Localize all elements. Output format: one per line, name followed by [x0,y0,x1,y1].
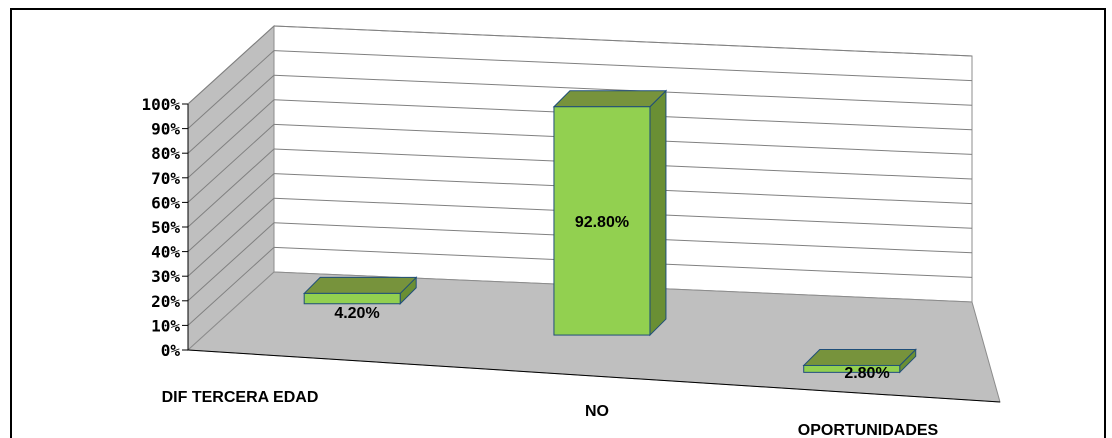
chart-svg: 0% 10% 20% 30% 40% 50% 60% 70% 80% 90% 100% 4.20% 9… [141,24,1001,436]
bar-top [552,90,668,108]
y-tick-label: 30% [151,267,180,286]
data-label: 4.20% [334,305,379,322]
bars: 4.20% 92.80% 2.80% [302,89,917,382]
y-tick-label: 60% [151,193,180,212]
y-tick-label: 20% [151,292,180,311]
y-axis-ticks: 0% 10% 20% 30% 40% 50% 60% 70% 80% 90% 100% [141,95,1001,403]
y-tick-label: 90% [151,120,180,139]
bar-front [803,364,901,373]
y-tick-label: 80% [151,144,180,163]
x-axis-categories: DIF TERCERA EDAD NO OPORTUNIDADES [162,389,939,436]
x-category-label: OPORTUNIDADES [798,422,939,436]
x-category-label: DIF TERCERA EDAD [162,389,319,406]
y-tick-label: 0% [161,341,181,360]
chart-walls [186,24,1001,403]
gridline-side [187,247,275,326]
bar-front [553,106,651,336]
data-label: 2.80% [844,365,889,382]
bar-front [303,292,401,305]
gridline-side [187,173,275,252]
gridline [273,74,973,106]
y-tick-label: 70% [151,169,180,188]
bar [302,276,418,305]
bar-top [802,348,917,366]
gridline-side [187,99,275,179]
y-tick-label: 10% [151,316,180,335]
gridline [273,25,973,57]
gridline [273,50,973,82]
x-category-label: NO [585,403,609,420]
bar-side [649,89,667,337]
y-tick-label: 100% [141,95,180,114]
gridline-side [187,50,275,129]
gridline-side [187,222,275,302]
bar-top [302,276,418,294]
y-tick-label: 40% [151,243,180,262]
chart-frame: 0% 10% 20% 30% 40% 50% 60% 70% 80% 90% 100% 4.20% 9… [10,8,1106,438]
bar [552,89,668,337]
x-axis-line [187,349,1001,403]
bar [802,348,917,374]
data-label: 92.80% [575,214,629,231]
gridline-side [187,124,275,203]
gridline-side [187,148,275,228]
gridline-side [187,74,275,154]
y-tick-label: 50% [151,218,180,237]
gridline-side [187,197,275,277]
gridline-side [187,25,275,105]
